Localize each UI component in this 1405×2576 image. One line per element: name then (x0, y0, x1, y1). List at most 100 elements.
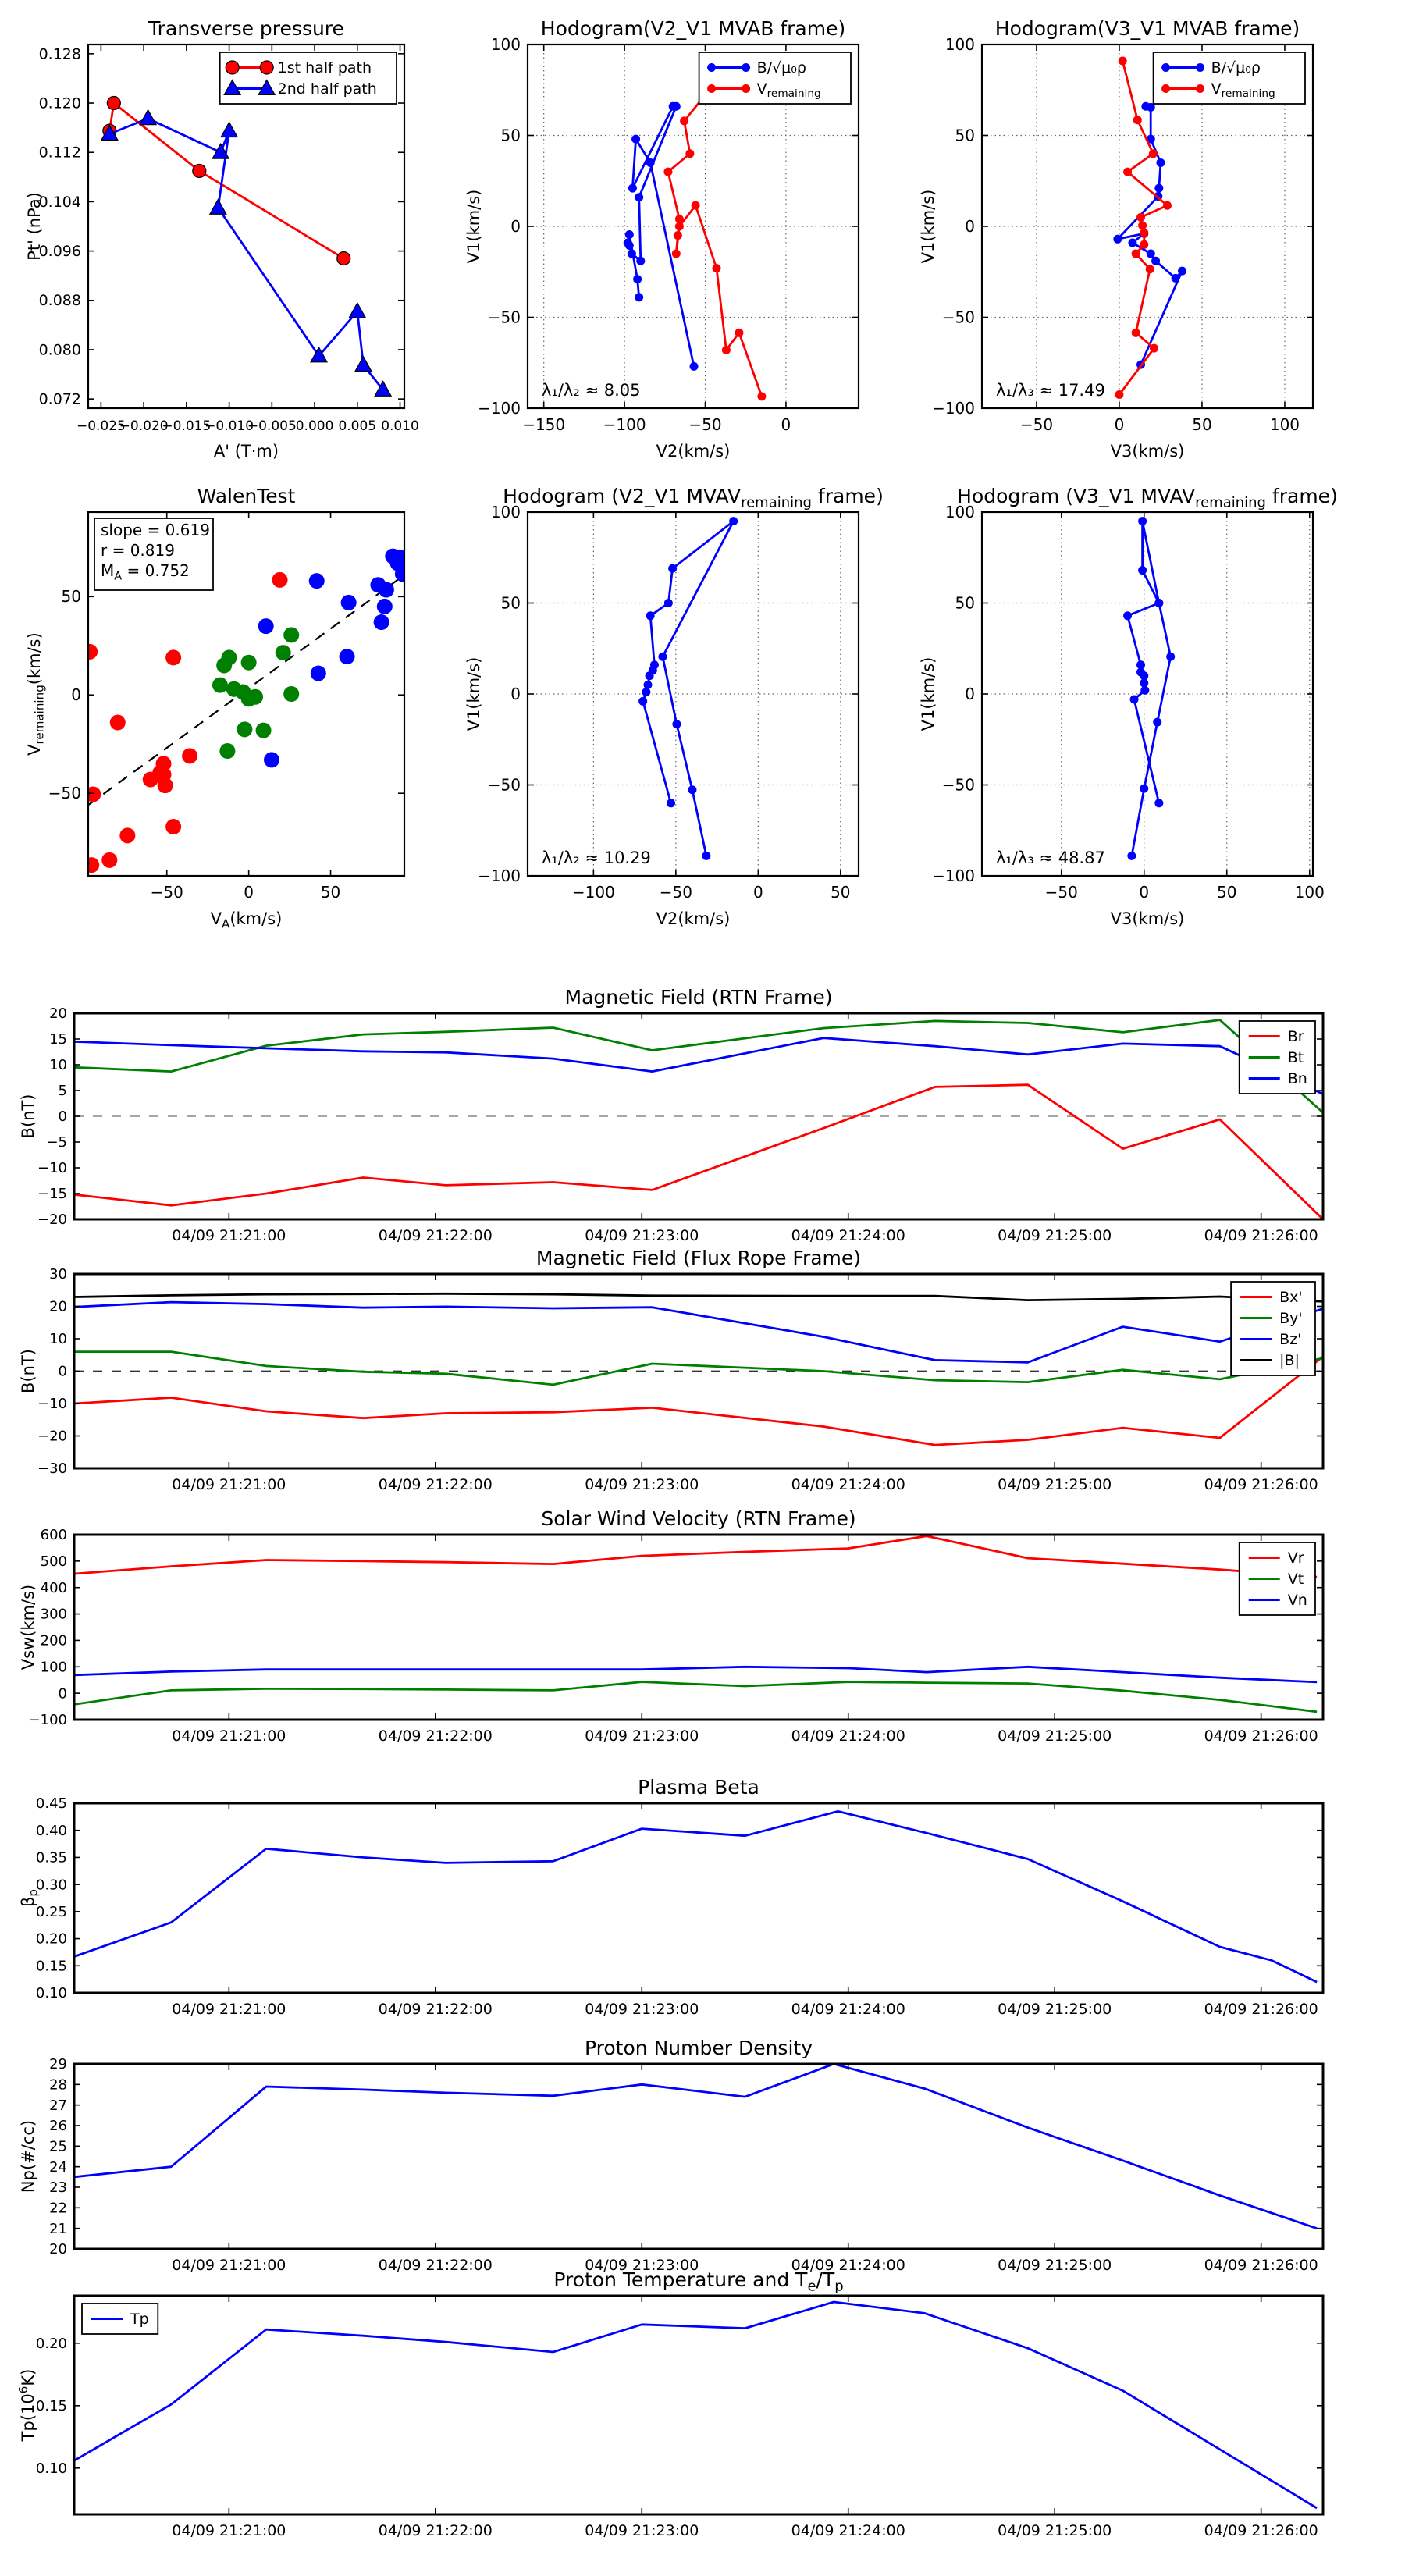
series-line (626, 105, 695, 367)
y-tick-label: 0.104 (39, 194, 81, 211)
panel-mag_rtn: 04/09 21:21:00 04/09 21:22:00 04/09 21:23:… (19, 986, 1325, 1244)
data-point (394, 566, 404, 582)
series-1st-half-path (102, 95, 351, 266)
legend: 1st half path 2nd half path (219, 52, 397, 105)
y-tick-label: 20 (49, 2241, 67, 2258)
annotation: λ₁/λ₃ ≈ 17.49 (996, 381, 1105, 400)
y-tick-label: 10 (49, 1331, 67, 1347)
legend-label: B/√μ₀ρ (757, 59, 806, 76)
x-tick-label: 04/09 21:22:00 (379, 1727, 493, 1745)
y-axis-label: B(nT) (19, 1094, 37, 1139)
data-point (646, 158, 655, 167)
data-point (1154, 183, 1164, 193)
legend: Br Bt Bn (1238, 1020, 1316, 1094)
legend-label: Vremaining (1211, 80, 1275, 100)
y-axis-label: V1(km/s) (464, 190, 483, 264)
x-tick-label: −50 (1045, 883, 1078, 902)
data-point (354, 355, 372, 372)
series-vn (74, 1665, 1318, 1684)
ticks (74, 1534, 1323, 1720)
data-point (237, 721, 253, 738)
x-tick-label: 04/09 21:23:00 (585, 2522, 699, 2539)
legend-sample-marker (742, 63, 751, 72)
y-tick-label: −100 (932, 399, 975, 418)
y-tick-label: 0.45 (36, 1795, 67, 1812)
x-tick-label: −0.005 (247, 418, 297, 434)
y-tick-label: −100 (29, 1712, 67, 1728)
x-tick-label: −0.015 (162, 418, 211, 434)
chart-title: Magnetic Field (RTN Frame) (565, 986, 833, 1009)
series-layer (1123, 517, 1176, 860)
x-tick-label: 04/09 21:21:00 (172, 2001, 286, 2018)
data-point (1154, 799, 1164, 808)
data-point (1140, 240, 1149, 249)
series-line (74, 1535, 1318, 1578)
data-point (671, 249, 681, 258)
y-tick-label: 0.15 (36, 2398, 67, 2414)
data-point (691, 201, 700, 210)
x-tick-label: 04/09 21:21:00 (172, 2257, 286, 2274)
data-point (1162, 201, 1172, 210)
data-point (1128, 238, 1137, 247)
data-point (1156, 158, 1165, 167)
x-axis-label: VA(km/s) (211, 909, 283, 931)
x-tick-label: −50 (688, 415, 721, 434)
data-point (1118, 56, 1127, 66)
y-tick-label: 100 (945, 503, 975, 521)
ticks (74, 2063, 1323, 2250)
y-tick-label: 0.20 (36, 1931, 67, 1948)
data-point (165, 819, 182, 835)
data-point (1148, 149, 1158, 158)
series-beta-p (74, 1810, 1318, 1984)
x-axis-label: V3(km/s) (1111, 909, 1185, 928)
series-layer (623, 55, 767, 401)
legend-sample-marker (742, 84, 751, 93)
data-point (643, 680, 653, 689)
y-tick-label: 15 (49, 1031, 67, 1048)
data-point (1136, 667, 1146, 677)
data-point (1140, 685, 1150, 695)
data-point (735, 328, 744, 337)
data-point (258, 618, 274, 635)
chart-title: Proton Temperature and Te/Tp (553, 2268, 843, 2295)
y-tick-label: −100 (932, 866, 975, 885)
data-point (255, 722, 272, 738)
x-tick-label: 0 (1115, 415, 1125, 434)
series-by' (74, 1350, 1323, 1386)
y-tick-label: 400 (41, 1580, 67, 1596)
ticks (982, 511, 1313, 877)
data-point (1140, 228, 1149, 237)
legend-label: Bz' (1279, 1331, 1301, 1348)
series-layer (74, 1019, 1323, 1219)
data-point (240, 654, 257, 671)
series-bn (74, 1037, 1323, 1095)
y-axis-label: Np(#/cc) (19, 2120, 37, 2193)
data-point (1127, 851, 1136, 860)
x-axis-label: A' (T·m) (214, 442, 279, 461)
data-point (627, 249, 636, 258)
y-axis-label: V1(km/s) (919, 657, 937, 731)
legend-label: Vn (1288, 1592, 1307, 1609)
y-tick-label: 100 (41, 1659, 67, 1675)
legend-label: Bn (1288, 1070, 1307, 1087)
x-tick-label: 04/09 21:21:00 (172, 1727, 286, 1745)
x-tick-label: 0 (753, 883, 763, 902)
y-tick-label: −10 (37, 1160, 67, 1176)
data-point (636, 256, 646, 265)
x-tick-label: 0.005 (338, 418, 376, 434)
data-point (729, 517, 738, 526)
legend-box (698, 52, 852, 105)
data-point (1138, 566, 1147, 575)
data-point (1136, 660, 1146, 670)
x-tick-label: 04/09 21:23:00 (585, 2257, 699, 2274)
x-tick-label: −50 (1020, 415, 1053, 434)
chart-title: Hodogram(V3_V1 MVAB frame) (995, 17, 1300, 40)
chart-title: Hodogram (V2_V1 MVAVremaining frame) (503, 485, 884, 511)
chart-title: WalenTest (197, 485, 296, 507)
series-component-2 (212, 627, 300, 760)
grid (982, 512, 1313, 876)
y-tick-label: 21 (49, 2221, 67, 2237)
data-point (712, 264, 721, 273)
